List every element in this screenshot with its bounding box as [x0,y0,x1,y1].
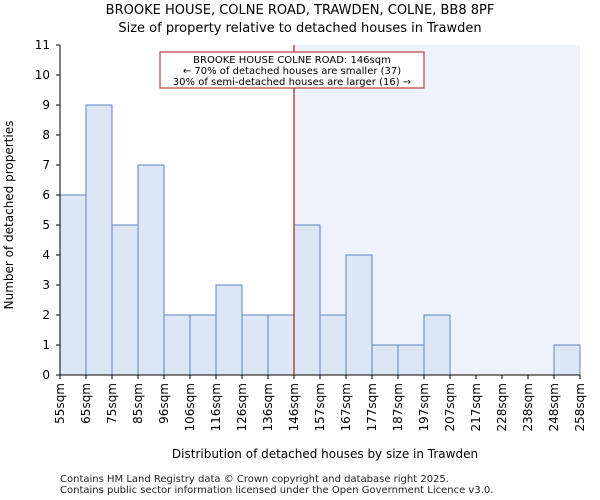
bar-197sqm [423,314,451,376]
chart-title: BROOKE HOUSE, COLNE ROAD, TRAWDEN, COLNE… [105,3,495,18]
bar-187sqm [397,344,425,376]
x-tick-label: 146sqm [287,383,301,431]
x-tick-label: 126sqm [235,383,249,431]
x-tick-label: 238sqm [521,383,535,431]
annotation-line-3: 30% of semi-detached houses are larger (… [173,77,411,88]
bar-248sqm [553,344,581,376]
x-tick-label: 167sqm [339,383,353,431]
y-tick-label: 1 [42,338,50,352]
bar-116sqm [215,284,243,376]
y-tick-label: 11 [35,38,50,52]
x-tick-label: 116sqm [209,383,223,431]
y-tick-label: 4 [42,248,50,262]
x-tick-label: 106sqm [183,383,197,431]
footer-line-1: Contains HM Land Registry data © Crown c… [60,474,449,485]
x-tick-label: 65sqm [79,383,93,424]
y-axis-label: Number of detached properties [2,121,16,310]
x-axis-label: Distribution of detached houses by size … [172,447,478,461]
x-tick-label: 248sqm [547,383,561,431]
y-tick-label: 10 [35,68,50,82]
y-tick-label: 5 [42,218,50,232]
annotation-line-2: ← 70% of detached houses are smaller (37… [183,66,401,77]
bar-177sqm [371,344,399,376]
bar-75sqm [111,224,139,376]
y-tick-label: 9 [42,98,50,112]
x-tick-label: 157sqm [313,383,327,431]
y-tick-label: 6 [42,188,50,202]
annotation-box [159,51,425,89]
x-tick-label: 187sqm [391,383,405,431]
bar-106sqm [189,314,217,376]
x-tick-label: 258sqm [573,383,587,431]
x-tick-label: 96sqm [157,383,171,424]
y-tick-label: 2 [42,308,50,322]
bar-136sqm [267,314,295,376]
x-tick-label: 55sqm [53,383,67,424]
chart-subtitle: Size of property relative to detached ho… [118,21,482,36]
bar-146sqm [293,224,321,376]
x-tick-label: 75sqm [105,383,119,424]
x-tick-label: 85sqm [131,383,145,424]
x-tick-label: 228sqm [495,383,509,431]
bar-85sqm [137,164,165,376]
bar-65sqm [85,104,113,376]
bar-126sqm [241,314,269,376]
y-tick-label: 7 [42,158,50,172]
x-tick-label: 197sqm [417,383,431,431]
y-tick-label: 8 [42,128,50,142]
x-tick-label: 217sqm [469,383,483,431]
y-tick-label: 3 [42,278,50,292]
y-tick-label: 0 [42,368,50,382]
bar-96sqm [163,314,191,376]
bar-167sqm [345,254,373,376]
x-tick-label: 177sqm [365,383,379,431]
bar-55sqm [59,194,87,376]
x-tick-label: 207sqm [443,383,457,431]
x-tick-label: 136sqm [261,383,275,431]
annotation-line-1: BROOKE HOUSE COLNE ROAD: 146sqm [193,55,391,66]
footer-line-2: Contains public sector information licen… [60,485,494,496]
bar-157sqm [319,314,347,376]
